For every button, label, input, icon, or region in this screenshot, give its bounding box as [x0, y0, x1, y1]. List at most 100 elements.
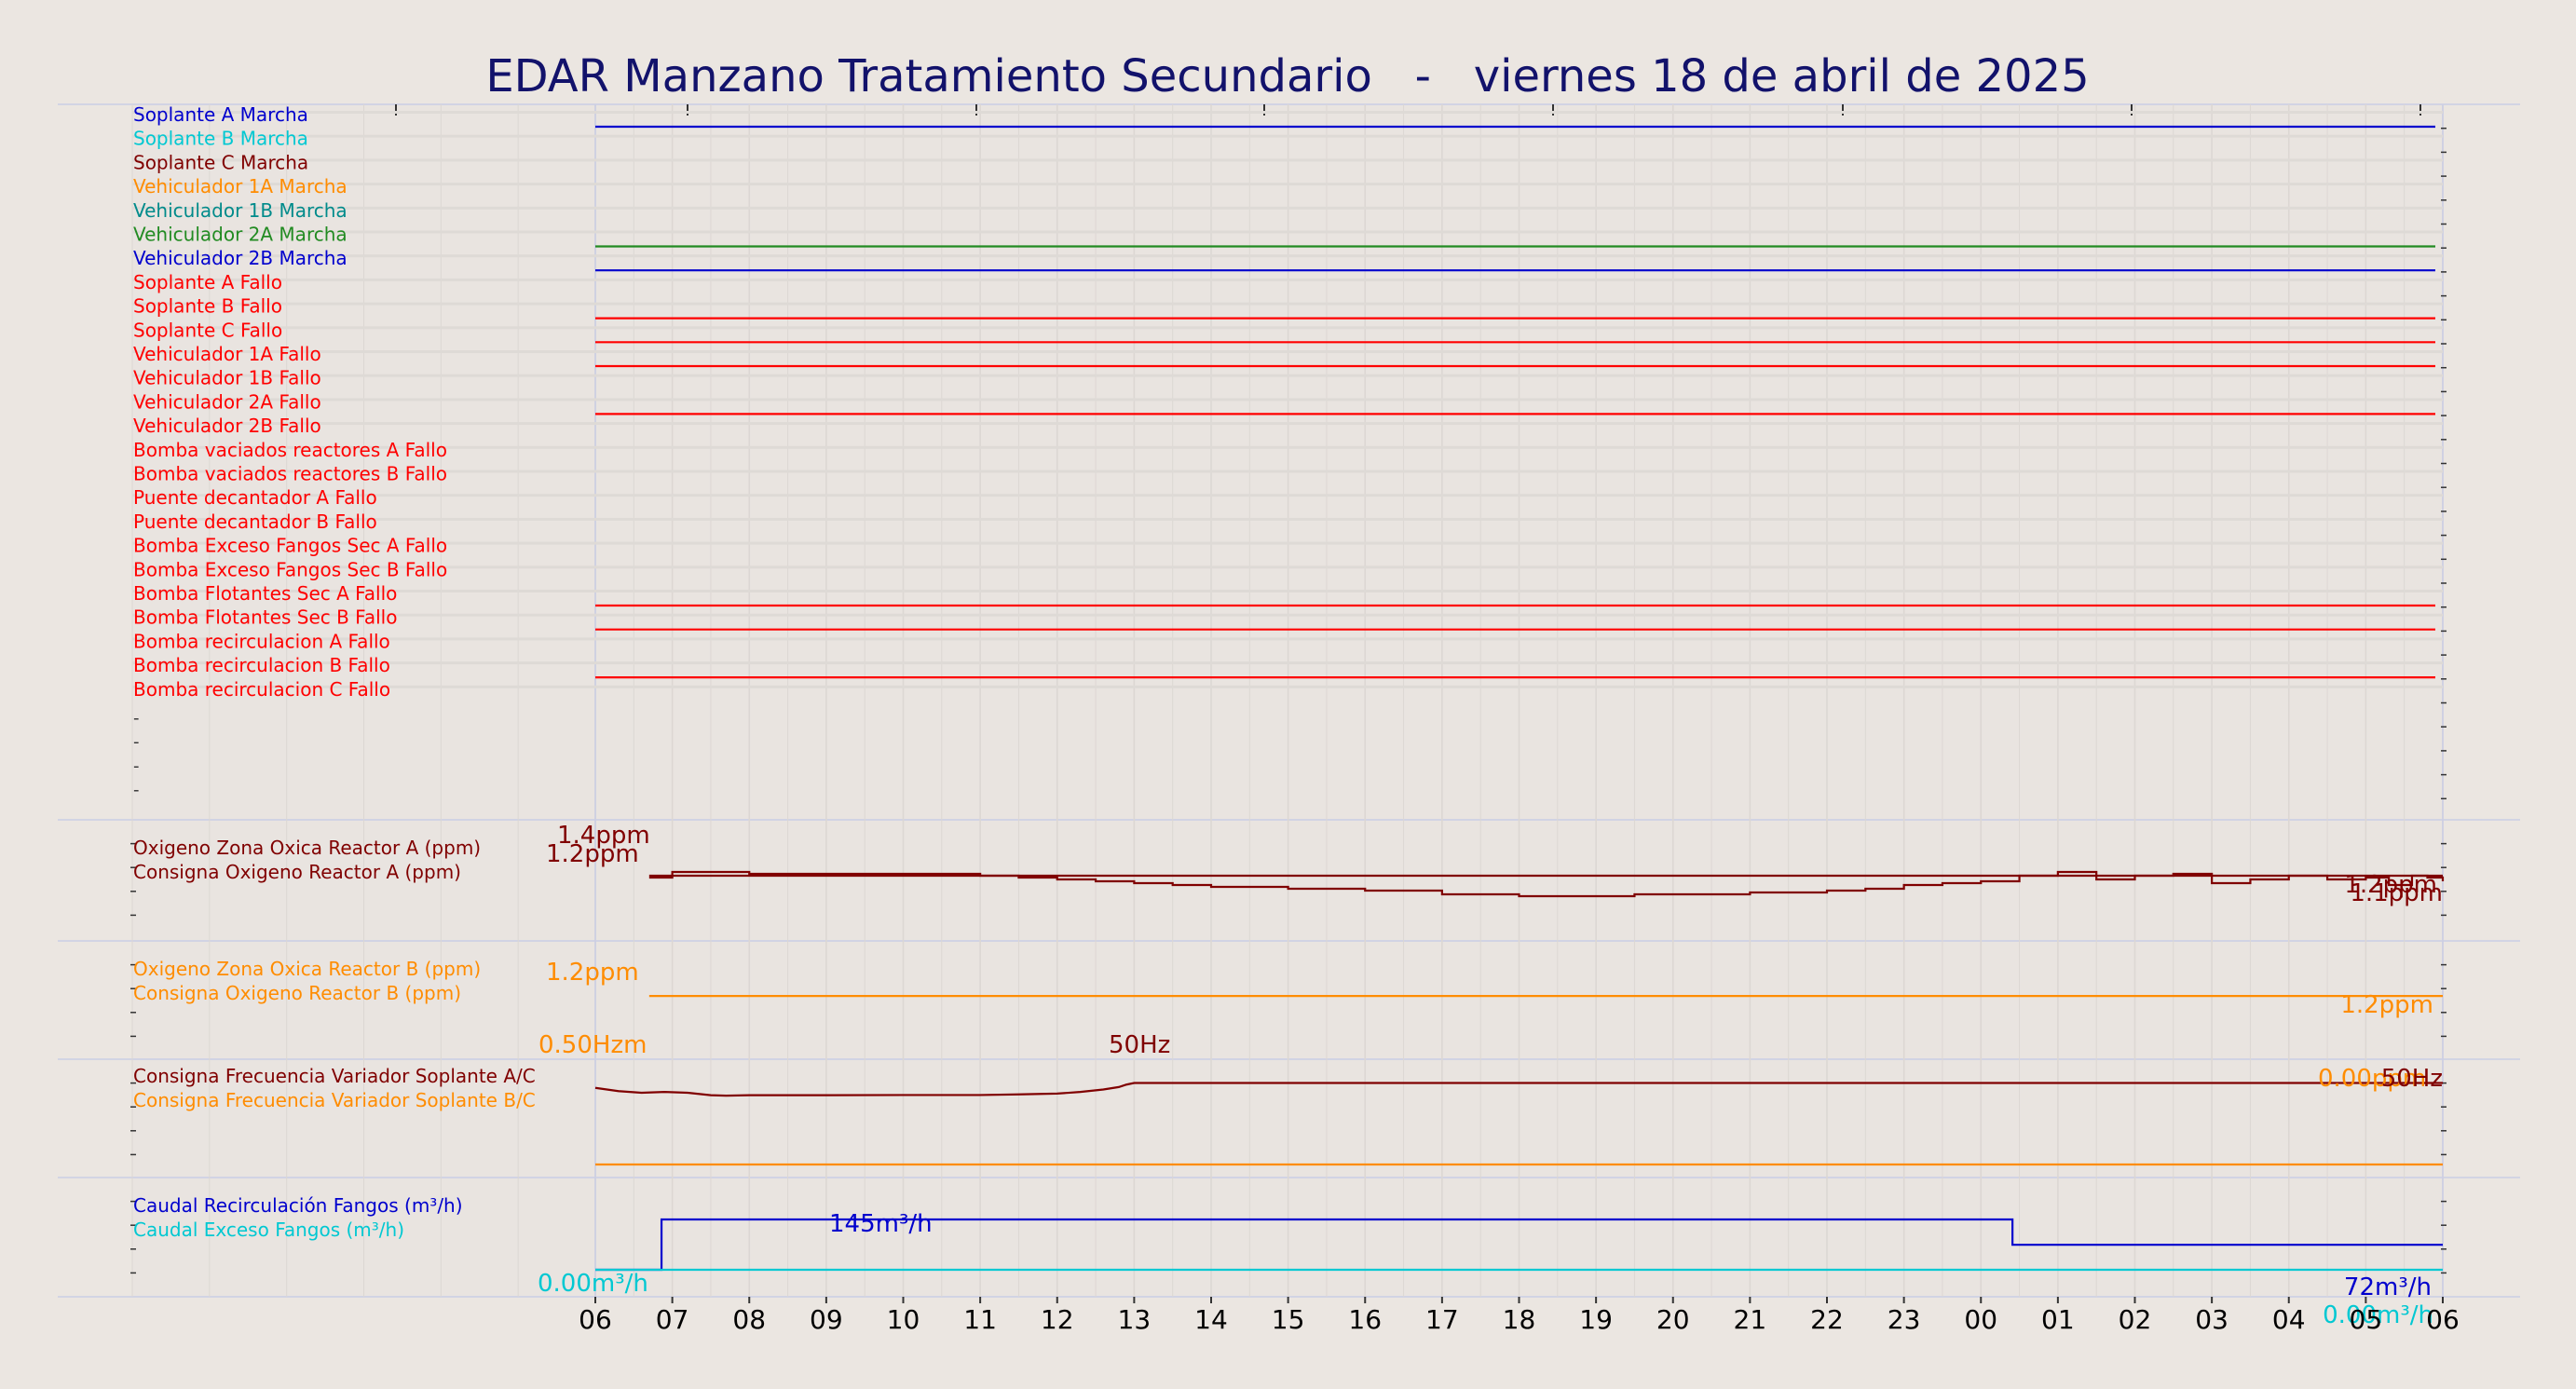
row-band — [132, 422, 2443, 426]
x-tick-label-23: 05 — [2350, 1304, 2383, 1335]
x-tick-label-6: 12 — [1041, 1304, 1074, 1335]
row-band — [132, 278, 2443, 281]
row-band — [132, 685, 2443, 688]
legend-label-22: Bomba recirculacion A Fallo — [133, 630, 390, 652]
value-label-start: 0.50Hzm — [538, 1031, 647, 1059]
x-tick-label-3: 09 — [810, 1304, 843, 1335]
row-band — [132, 494, 2443, 497]
x-tick-label-0: 06 — [579, 1304, 612, 1335]
legend-label-13: Vehiculador 2B Fallo — [133, 415, 321, 437]
row-band — [132, 206, 2443, 210]
legend-label-p4-1: Caudal Exceso Fangos (m³/h) — [133, 1219, 404, 1241]
row-band — [132, 541, 2443, 545]
legend-label-20: Bomba Flotantes Sec A Fallo — [133, 582, 397, 605]
row-band — [132, 613, 2443, 617]
row-band — [132, 517, 2443, 521]
x-tick-label-7: 13 — [1118, 1304, 1152, 1335]
legend-label-7: Soplante A Fallo — [133, 271, 282, 293]
legend-label-3: Vehiculador 1A Marcha — [133, 175, 348, 197]
value-label-max: 1.4ppm — [557, 822, 650, 850]
legend-label-p2-1: Consigna Oxigeno Reactor B (ppm) — [133, 982, 461, 1004]
empty-row-tick: - — [133, 781, 140, 800]
empty-row-tick: - — [133, 756, 140, 776]
value-label-setpoint: 1.2ppm — [546, 959, 639, 987]
legend-label-9: Soplante C Fallo — [133, 319, 282, 341]
value-label-zero-end: 0.00ppm — [2318, 1065, 2426, 1093]
value-label-max: 50Hz — [1109, 1031, 1170, 1059]
legend-label-p3-1: Consigna Frecuencia Variador Soplante B/… — [133, 1089, 536, 1111]
row-band — [132, 445, 2443, 449]
x-tick-label-2: 08 — [732, 1304, 766, 1335]
x-tick-label-1: 07 — [656, 1304, 689, 1335]
value-label-freq-end: 50Hz — [2381, 1065, 2443, 1093]
x-tick-label-5: 11 — [963, 1304, 997, 1335]
x-tick-label-11: 17 — [1425, 1304, 1459, 1335]
chart-title: EDAR Manzano Tratamiento Secundario - vi… — [485, 50, 2089, 102]
x-tick-label-22: 04 — [2272, 1304, 2306, 1335]
empty-row-tick: - — [133, 709, 140, 729]
legend-label-p3-0: Consigna Frecuencia Variador Soplante A/… — [133, 1065, 536, 1087]
row-band — [132, 326, 2443, 330]
row-band — [132, 398, 2443, 402]
legend-label-16: Puente decantador A Fallo — [133, 486, 377, 509]
row-band — [132, 134, 2443, 138]
legend-label-21: Bomba Flotantes Sec B Fallo — [133, 606, 397, 629]
x-tick-label-15: 21 — [1734, 1304, 1767, 1335]
x-tick-label-21: 03 — [2195, 1304, 2228, 1335]
value-label-current-end: 1.1ppm — [2350, 879, 2443, 907]
x-tick-label-12: 18 — [1503, 1304, 1536, 1335]
value-label-setpoint: 1.2ppm — [546, 840, 639, 868]
value-label-zero: 0.00m³/h — [538, 1270, 648, 1298]
series-line-p1-0 — [648, 870, 2445, 898]
x-tick-label-13: 19 — [1579, 1304, 1613, 1335]
legend-label-0: Soplante A Marcha — [133, 103, 308, 126]
x-tick-label-17: 23 — [1888, 1304, 1921, 1335]
row-band — [132, 374, 2443, 377]
legend-label-11: Vehiculador 1B Fallo — [133, 367, 321, 389]
row-band — [132, 565, 2443, 569]
legend-label-1: Soplante B Marcha — [133, 128, 308, 150]
row-band — [132, 661, 2443, 665]
legend-label-p1-0: Oxigeno Zona Oxica Reactor A (ppm) — [133, 837, 481, 859]
row-band — [132, 158, 2443, 162]
legend-label-6: Vehiculador 2B Marcha — [133, 247, 348, 269]
legend-label-19: Bomba Exceso Fangos Sec B Fallo — [133, 558, 447, 580]
row-band — [132, 637, 2443, 641]
empty-row-tick: - — [133, 732, 140, 752]
x-tick-label-18: 00 — [1964, 1304, 1997, 1335]
legend-label-10: Vehiculador 1A Fallo — [133, 343, 321, 365]
value-label-zero-end: 0.00m³/h — [2323, 1301, 2433, 1329]
legend-label-17: Puente decantador B Fallo — [133, 511, 377, 533]
row-band — [132, 350, 2443, 353]
row-band — [132, 183, 2443, 186]
legend-label-4: Vehiculador 1B Marcha — [133, 199, 348, 222]
value-label-end: 72m³/h — [2344, 1273, 2432, 1301]
legend-label-p4-0: Caudal Recirculación Fangos (m³/h) — [133, 1194, 463, 1217]
x-tick-label-9: 15 — [1272, 1304, 1305, 1335]
legend-label-18: Bomba Exceso Fangos Sec A Fallo — [133, 535, 447, 557]
x-tick-label-10: 16 — [1348, 1304, 1382, 1335]
legend-label-24: Bomba recirculacion C Fallo — [133, 678, 390, 701]
legend-label-23: Bomba recirculacion B Fallo — [133, 654, 390, 676]
value-label-max: 145m³/h — [829, 1210, 933, 1238]
x-tick-label-24: 06 — [2426, 1304, 2460, 1335]
row-band — [132, 111, 2443, 114]
row-band — [132, 254, 2443, 258]
row-band — [132, 470, 2443, 473]
x-tick-label-16: 22 — [1810, 1304, 1844, 1335]
legend-label-p2-0: Oxigeno Zona Oxica Reactor B (ppm) — [133, 958, 481, 980]
legend-label-14: Bomba vaciados reactores A Fallo — [133, 439, 447, 461]
row-band — [132, 230, 2443, 234]
value-label-setpoint-end: 1.2ppm — [2344, 871, 2437, 899]
x-tick-label-8: 14 — [1194, 1304, 1228, 1335]
x-tick-label-14: 20 — [1656, 1304, 1690, 1335]
legend-label-15: Bomba vaciados reactores B Fallo — [133, 463, 447, 485]
legend-label-5: Vehiculador 2A Marcha — [133, 224, 348, 246]
series-line-p3-0 — [594, 1082, 2443, 1097]
value-label-setpoint-end: 1.2ppm — [2340, 991, 2433, 1019]
legend-label-2: Soplante C Marcha — [133, 151, 308, 173]
legend-label-8: Soplante B Fallo — [133, 295, 282, 318]
x-tick-label-4: 10 — [887, 1304, 920, 1335]
